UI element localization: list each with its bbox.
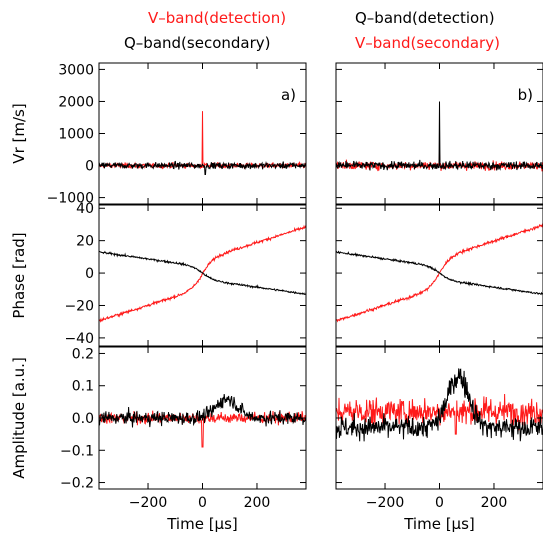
- y-tick-label: 0.1: [72, 379, 94, 395]
- y-tick-label: 0: [85, 159, 94, 175]
- y-tick-label: −20: [64, 298, 94, 314]
- y-tick-label: −0.1: [60, 443, 94, 459]
- header-right-secondary: V–band(secondary): [355, 34, 500, 52]
- plot-frame: [335, 204, 543, 347]
- y-axis-label: Phase [rad]: [10, 232, 28, 318]
- panel-b-row-2: [335, 204, 543, 347]
- y-axis-label: Amplitude [a.u.]: [10, 357, 28, 479]
- panel-a-row-2: −40 −20 0 20 40 Phase [rad]: [10, 201, 307, 347]
- series-line-black: [336, 368, 543, 442]
- series-line-black: [99, 250, 306, 295]
- panel-a-row-1: −1000 0 1000 2000 3000 Vr [m/s] a): [10, 62, 307, 207]
- x-tick-label: 0: [435, 495, 444, 511]
- y-tick-label: −40: [64, 331, 94, 347]
- y-tick-label: 1000: [58, 127, 94, 143]
- panel-b-row-3: [335, 346, 543, 490]
- y-tick-label: −1000: [47, 191, 94, 207]
- x-axis-label: Time [μs]: [166, 515, 238, 533]
- x-tick-label: −200: [366, 495, 404, 511]
- plot-frame: [98, 204, 307, 347]
- x-tick-label: 200: [481, 495, 508, 511]
- series-line-black: [336, 250, 543, 296]
- y-tick-label: 0.2: [72, 346, 94, 362]
- series-line-black: [99, 160, 306, 175]
- y-tick-label: 40: [76, 201, 94, 217]
- y-tick-label: 20: [76, 234, 94, 250]
- panel-b-row-1: b): [335, 62, 543, 205]
- x-tick-label: 200: [244, 495, 271, 511]
- x-axis-label: Time [μs]: [403, 515, 475, 533]
- y-axis-label: Vr [m/s]: [10, 103, 28, 163]
- x-tick-label: 0: [198, 495, 207, 511]
- header-left-detection: V–band(detection): [148, 9, 287, 27]
- y-tick-label: 3000: [58, 62, 94, 78]
- series-line-black: [336, 101, 543, 171]
- y-tick-label: 0: [85, 266, 94, 282]
- series-line-red: [336, 393, 543, 435]
- header-right-detection: Q–band(detection): [355, 9, 495, 27]
- panel-label: a): [281, 86, 296, 104]
- y-tick-label: 2000: [58, 94, 94, 110]
- series-line-red: [99, 111, 306, 170]
- x-tick-label: −200: [129, 495, 167, 511]
- header-left-secondary: Q–band(secondary): [124, 34, 271, 52]
- panel-a-row-3: −0.2 −0.1 0.0 0.1 0.2 Amplitude [a.u.]: [10, 346, 307, 492]
- series-line-red: [99, 224, 306, 323]
- y-tick-label: 0.0: [72, 411, 94, 427]
- series-line-black: [99, 394, 306, 428]
- y-tick-label: −0.2: [60, 476, 94, 492]
- panel-label: b): [518, 86, 533, 104]
